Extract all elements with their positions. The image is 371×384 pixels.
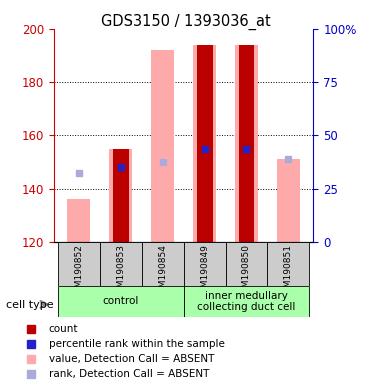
Bar	[68, 199, 91, 242]
Bar	[226, 242, 267, 286]
Bar	[113, 149, 129, 242]
Text: GSM190853: GSM190853	[116, 244, 125, 299]
Bar	[142, 242, 184, 286]
Text: GSM190849: GSM190849	[200, 244, 209, 299]
Bar	[109, 149, 132, 242]
Bar	[58, 286, 184, 317]
Text: rank, Detection Call = ABSENT: rank, Detection Call = ABSENT	[49, 369, 209, 379]
Text: GDS3150 / 1393036_at: GDS3150 / 1393036_at	[101, 13, 270, 30]
Bar	[151, 50, 174, 242]
Bar	[277, 159, 300, 242]
Bar	[235, 45, 258, 242]
Text: inner medullary
collecting duct cell: inner medullary collecting duct cell	[197, 291, 296, 312]
Bar	[267, 242, 309, 286]
Text: cell type: cell type	[6, 300, 53, 310]
Text: value, Detection Call = ABSENT: value, Detection Call = ABSENT	[49, 354, 214, 364]
Text: GSM190850: GSM190850	[242, 244, 251, 299]
Text: GSM190851: GSM190851	[284, 244, 293, 299]
Bar	[58, 242, 100, 286]
Text: control: control	[103, 296, 139, 306]
Bar	[184, 286, 309, 317]
Bar	[184, 242, 226, 286]
Text: percentile rank within the sample: percentile rank within the sample	[49, 339, 224, 349]
Bar	[100, 242, 142, 286]
Text: count: count	[49, 323, 78, 334]
Text: GSM190854: GSM190854	[158, 244, 167, 299]
Bar	[239, 45, 255, 242]
Bar	[193, 45, 216, 242]
Text: GSM190852: GSM190852	[75, 244, 83, 299]
Bar	[197, 45, 213, 242]
